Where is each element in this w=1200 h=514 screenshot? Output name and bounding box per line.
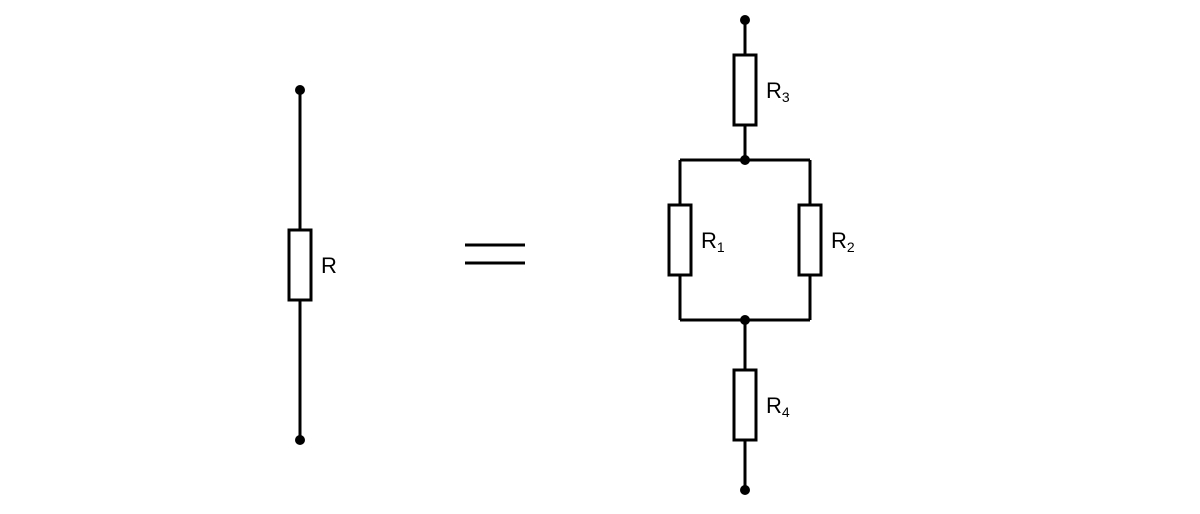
label-R: R	[321, 253, 337, 278]
circuit-diagram: RR3R1R2R4	[0, 0, 1200, 514]
